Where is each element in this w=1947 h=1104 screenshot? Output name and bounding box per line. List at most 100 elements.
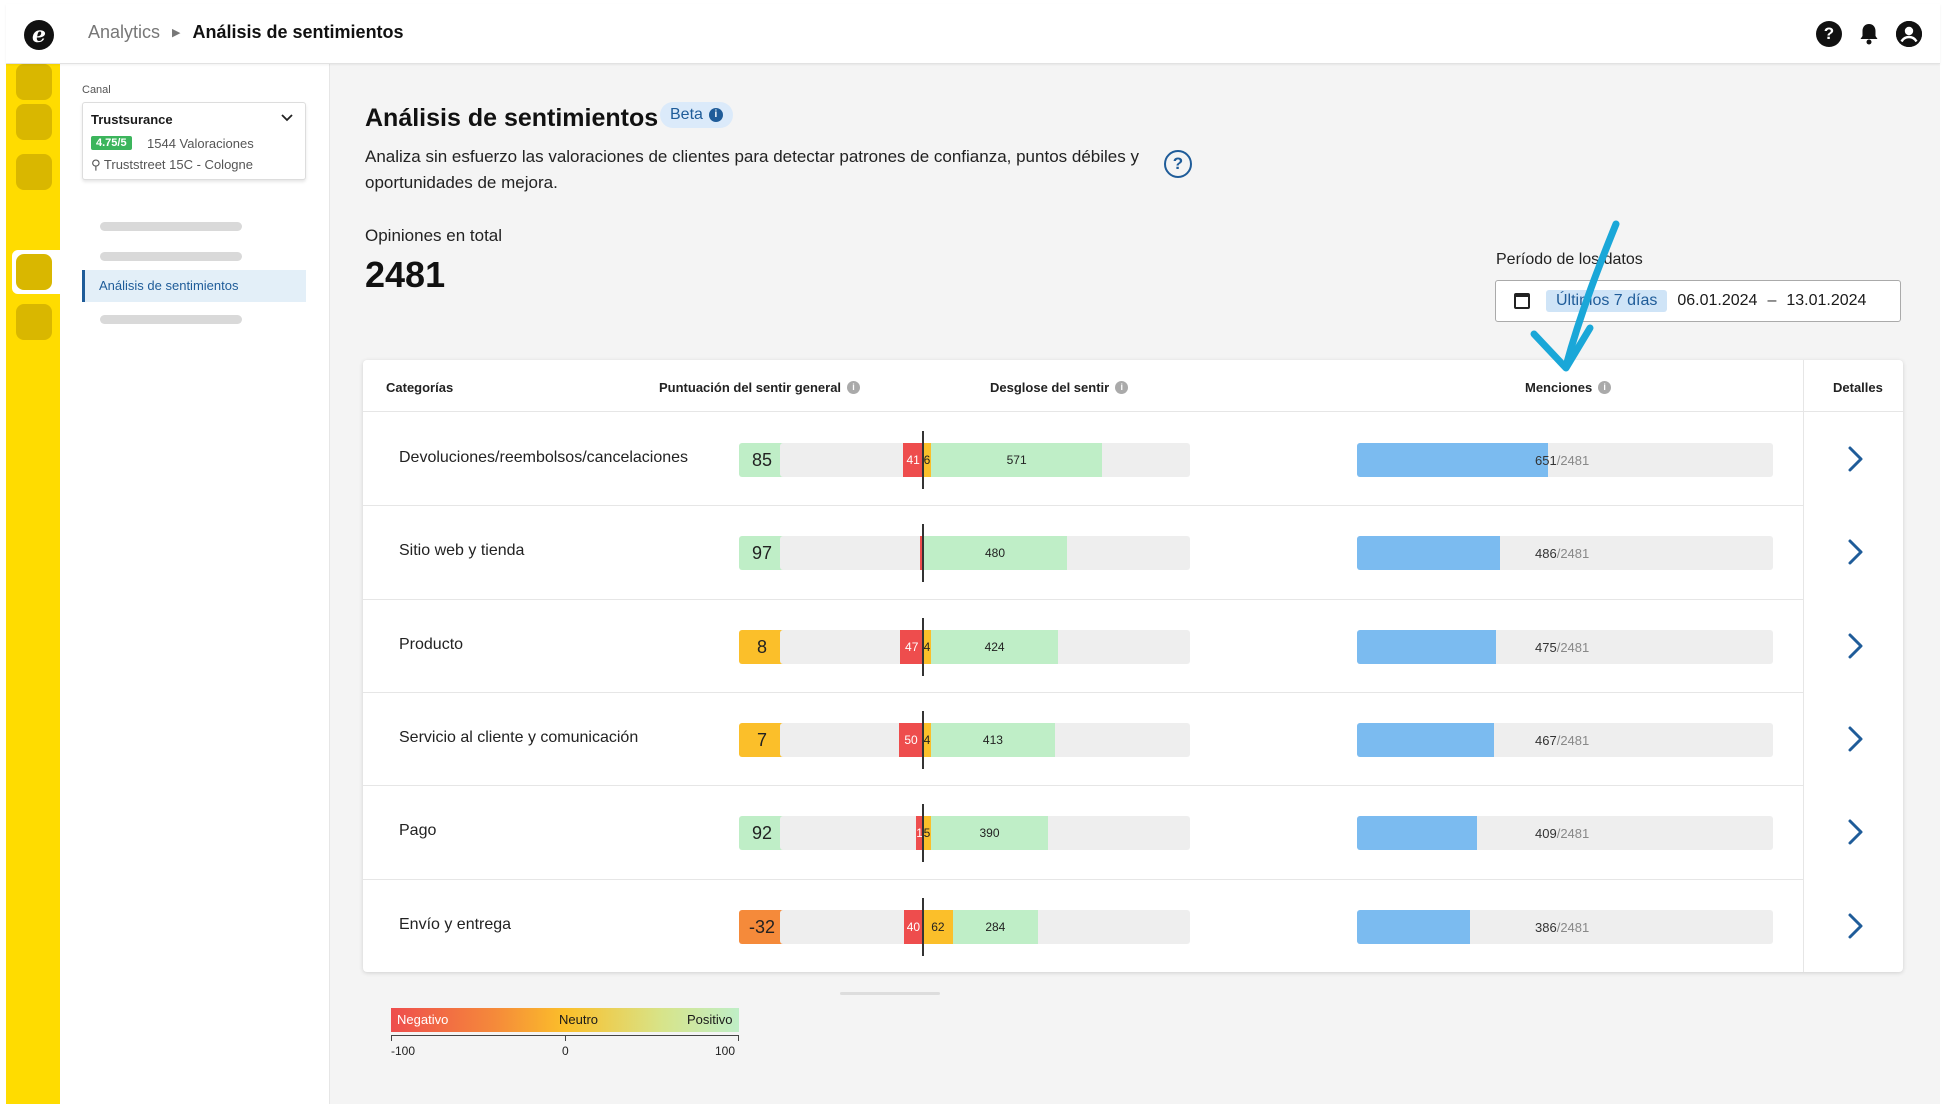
mentions-bar-fill [1357, 909, 1471, 944]
chevron-right-icon[interactable] [1838, 909, 1872, 943]
mentions-bar-fill [1357, 722, 1495, 757]
annotation-arrow-icon [1530, 220, 1620, 372]
breadcrumb-separator-icon: ▶ [172, 27, 181, 39]
sidebar-item-placeholder[interactable] [100, 315, 242, 324]
user-avatar-icon[interactable] [1896, 21, 1922, 47]
neutral-axis-line [922, 710, 924, 769]
rail-item-6[interactable] [16, 304, 52, 340]
chevron-right-icon[interactable] [1838, 815, 1872, 849]
category-name: Servicio al cliente y comunicación [399, 728, 639, 746]
rail-item-3[interactable] [16, 154, 52, 190]
bell-icon[interactable] [1856, 21, 1882, 47]
mentions-bar: 409/2481 [1357, 816, 1773, 851]
table-row[interactable]: Sitio web y tienda 97 480 486/2481 [363, 505, 1903, 598]
sentiment-score-badge: 7 [739, 722, 785, 757]
info-icon[interactable]: i [1115, 381, 1129, 394]
total-reviews-value: 2481 [365, 254, 446, 295]
channel-rating-badge: 4.75/5 [91, 136, 132, 150]
header-score-label: Puntuación del sentir general [659, 380, 842, 395]
table-row[interactable]: Pago92145390409/2481 [363, 785, 1903, 878]
sentiment-score-badge: 8 [739, 629, 785, 664]
page-title: Análisis de sentimientos [365, 104, 659, 132]
total-reviews-label: Opiniones en total [365, 226, 503, 245]
period-start: 06.01.2024 [1677, 292, 1758, 309]
header-mentions-label: Menciones [1525, 380, 1593, 395]
negative-segment: 50 [899, 722, 923, 757]
rail-item-1[interactable] [16, 64, 52, 100]
calendar-icon [1514, 293, 1530, 309]
legend-negative: Negativo [397, 1012, 449, 1027]
channel-selector[interactable]: Trustsurance 4.75/5 1544 Valoraciones ⚲ … [82, 102, 306, 180]
sentiment-breakdown-bar: 40 62 284 [780, 897, 1190, 956]
legend-tick [738, 1035, 739, 1041]
sentiment-score-badge: 85 [739, 443, 785, 477]
mentions-value: 409 [1535, 826, 1557, 842]
row-divider [363, 505, 1803, 507]
logo-icon[interactable]: e [24, 20, 54, 50]
mentions-value: 475 [1535, 639, 1557, 655]
chevron-down-icon [279, 109, 295, 130]
help-icon[interactable]: ? [1816, 21, 1842, 47]
chevron-right-icon[interactable] [1838, 629, 1872, 663]
app-frame: e Analytics ▶ Análisis de sentimientos ?… [6, 4, 1940, 1104]
top-icons: ? [1816, 21, 1922, 47]
sentiment-score-badge: -32 [739, 909, 785, 944]
rail-item-5[interactable] [16, 254, 52, 290]
table-row[interactable]: Producto 8 47 4 424 475/2481 [363, 599, 1903, 692]
sentiment-score-badge: 97 [739, 536, 785, 571]
period-separator: – [1767, 292, 1777, 309]
header-mentions: Menciones i [1525, 380, 1612, 395]
positive-segment: 571 [931, 443, 1103, 477]
header-breakdown-label: Desglose del sentir [990, 380, 1110, 395]
header-category: Categorías [386, 380, 453, 395]
chevron-right-icon[interactable] [1838, 722, 1872, 756]
legend-min: -100 [391, 1044, 416, 1058]
neutral-axis-line [922, 524, 924, 583]
neutral-segment: 4 [923, 629, 931, 664]
header-divider [363, 411, 1903, 412]
table-row[interactable]: Devoluciones/reembolsos/cancelaciones 85 4… [363, 412, 1903, 505]
sidebar-item-placeholder[interactable] [100, 222, 242, 231]
table-row[interactable]: Envío y entrega -32 40 62 284 386/2481 [363, 879, 1903, 972]
mentions-value: 486 [1535, 546, 1557, 562]
chevron-right-icon[interactable] [1838, 442, 1872, 476]
sidebar: Canal Trustsurance 4.75/5 1544 Valoracio… [60, 64, 330, 1104]
breadcrumb: Analytics ▶ Análisis de sentimientos [88, 22, 404, 43]
positive-segment: 413 [931, 722, 1055, 757]
mentions-bar-fill [1357, 443, 1549, 477]
mentions-count: 651/2481 [1535, 453, 1589, 468]
mentions-count: 409/2481 [1535, 826, 1589, 841]
mentions-count: 386/2481 [1535, 920, 1589, 935]
details-column-divider [1803, 360, 1804, 972]
header-breakdown: Desglose del sentir i [990, 380, 1129, 395]
date-range-picker[interactable]: Últimos 7 días 06.01.2024 – 13.01.2024 [1495, 280, 1901, 322]
mentions-total: /2481 [1556, 546, 1590, 562]
info-icon[interactable]: i [847, 381, 861, 394]
neutral-segment: 62 [923, 909, 953, 944]
table-row[interactable]: Servicio al cliente y comunicación 7 50 4 41… [363, 692, 1903, 785]
mentions-bar: 486/2481 [1357, 536, 1773, 571]
neutral-axis-line [922, 804, 924, 863]
mentions-bar-fill [1357, 536, 1500, 571]
horizontal-scrollbar[interactable] [840, 992, 940, 995]
channel-address-text: Truststreet 15C - Cologne [103, 157, 253, 172]
mentions-count: 475/2481 [1535, 640, 1589, 655]
help-icon[interactable]: ? [1164, 150, 1192, 178]
info-icon[interactable]: i [1598, 381, 1612, 394]
rail-item-2[interactable] [16, 104, 52, 140]
chevron-right-icon[interactable] [1838, 535, 1872, 569]
category-name: Producto [399, 635, 464, 653]
sidebar-item-sentiment-analysis[interactable]: Análisis de sentimientos [82, 270, 306, 302]
sidebar-item-placeholder[interactable] [100, 252, 242, 261]
mentions-total: /2481 [1556, 639, 1590, 655]
info-icon[interactable]: i [708, 108, 723, 122]
period-preset-chip[interactable]: Últimos 7 días [1546, 290, 1668, 312]
neutral-axis-line [922, 897, 924, 956]
header-score: Puntuación del sentir general i [659, 380, 861, 395]
neutral-segment: 4 [923, 722, 931, 757]
legend-max: 100 [715, 1044, 736, 1058]
beta-badge: Beta i [660, 102, 733, 128]
row-divider [363, 598, 1803, 600]
breadcrumb-root[interactable]: Analytics [88, 22, 161, 42]
mentions-bar-fill [1357, 629, 1497, 664]
